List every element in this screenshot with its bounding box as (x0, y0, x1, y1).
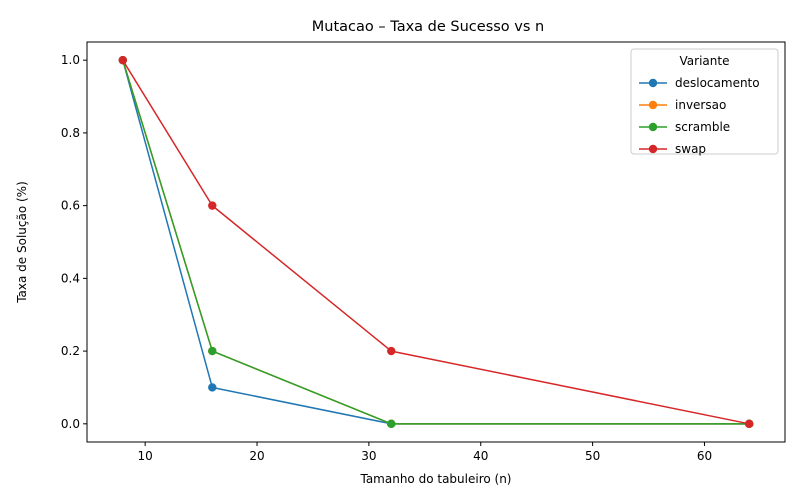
chart-title: Mutacao – Taxa de Sucesso vs n (312, 19, 544, 35)
y-tick-label: 0.2 (61, 344, 80, 358)
x-tick-label: 20 (249, 449, 264, 463)
plot-area: 10 20 30 40 50 60 0.0 0.2 0.4 0.6 0.8 1.0 (61, 53, 712, 463)
legend-item: inversao (639, 98, 726, 112)
legend-swatch-marker (648, 78, 658, 88)
x-tick-label: 50 (585, 449, 600, 463)
legend-title: Variante (680, 54, 730, 68)
series-swap (118, 55, 754, 429)
legend-swatch-marker (648, 144, 658, 154)
legend-item: deslocamento (639, 76, 760, 90)
legend-swatch-marker (648, 122, 658, 132)
legend-label: inversao (675, 98, 726, 112)
legend-item: scramble (639, 120, 730, 134)
x-tick-label: 30 (361, 449, 376, 463)
y-axis-label: Taxa de Solução (%) (15, 181, 29, 304)
data-point (387, 346, 396, 356)
legend-box (630, 48, 779, 155)
y-tick-label: 0.0 (61, 417, 80, 431)
legend-item: swap (639, 142, 706, 156)
data-point (118, 55, 127, 65)
data-point (745, 419, 754, 429)
legend-label: deslocamento (675, 76, 760, 90)
legend-label: swap (675, 142, 706, 156)
legend-label: scramble (675, 120, 730, 134)
y-tick-label: 0.4 (61, 271, 80, 285)
x-tick-label: 60 (697, 449, 712, 463)
data-point (208, 201, 217, 210)
y-tick-label: 0.6 (61, 199, 80, 213)
data-point (208, 383, 217, 392)
series-line (122, 59, 750, 425)
y-tick-label: 0.8 (61, 126, 80, 140)
series-line (122, 59, 750, 425)
x-axis-label: Tamanho do tabuleiro (n) (359, 472, 511, 486)
plot-frame (86, 41, 786, 443)
y-tick-label: 1.0 (61, 53, 80, 67)
data-point (387, 419, 396, 429)
data-point (208, 346, 217, 356)
x-tick-label: 40 (473, 449, 488, 463)
legend-swatch-marker (648, 100, 658, 110)
legend: Variante deslocamento inversao scramble swa… (630, 48, 779, 156)
x-tick-label: 10 (138, 449, 153, 463)
series-layer (118, 55, 754, 429)
